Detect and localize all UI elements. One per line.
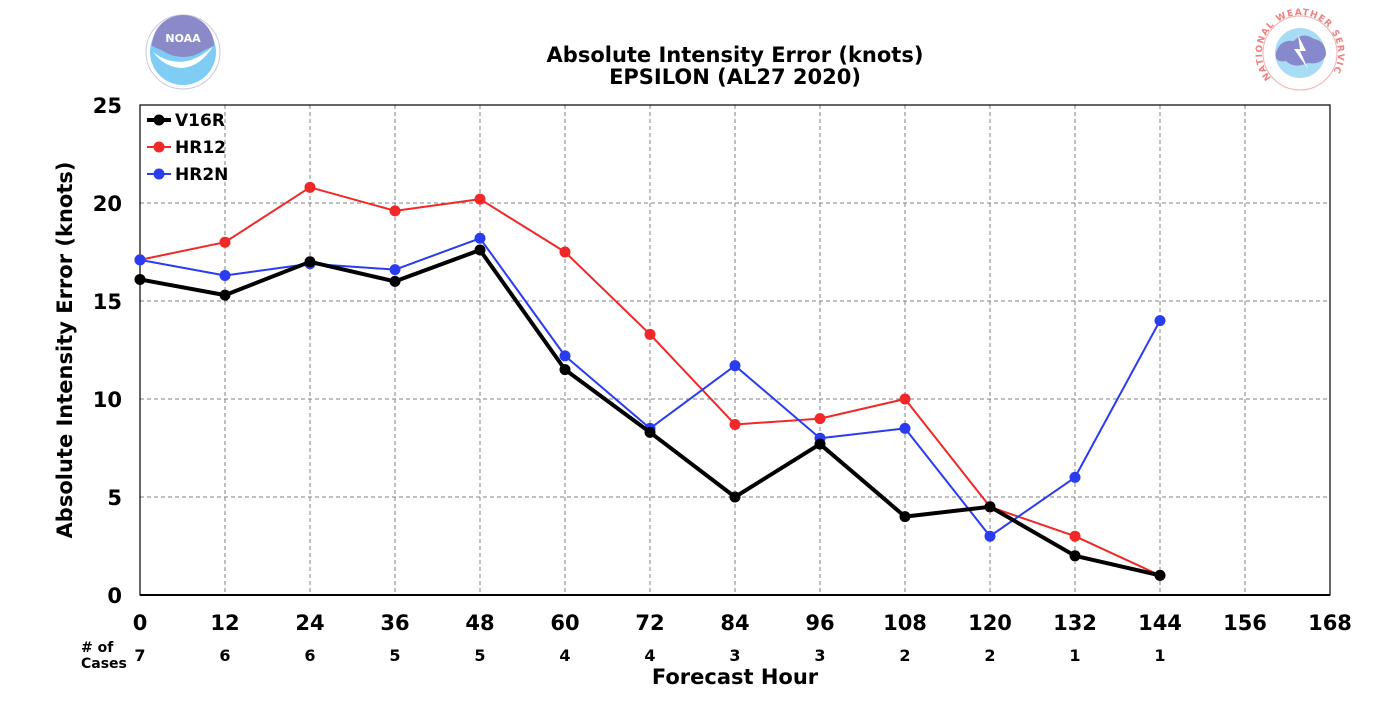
data-point	[729, 491, 741, 503]
legend-swatch-marker	[153, 168, 165, 180]
cases-count: 2	[899, 646, 910, 665]
x-tick-label: 12	[210, 611, 239, 635]
data-point	[559, 364, 571, 376]
series-v16r	[134, 244, 1166, 581]
cases-count: 7	[134, 646, 145, 665]
data-point	[134, 273, 146, 285]
x-axis-ticks: 0 12 24 36 48 60 72 84 96 108 120 132 144 156 168	[133, 611, 1352, 635]
x-tick-label: 0	[133, 611, 148, 635]
cases-count: 3	[729, 646, 740, 665]
data-point	[729, 360, 741, 372]
data-point	[304, 181, 316, 193]
legend-item-hr12: HR12	[147, 138, 226, 158]
x-tick-label: 36	[380, 611, 409, 635]
y-tick-label: 10	[93, 388, 122, 412]
x-axis-label: Forecast Hour	[652, 665, 819, 689]
noaa-logo: NOAA	[145, 14, 221, 90]
data-point	[899, 511, 911, 523]
legend: V16R HR12 HR2N	[147, 111, 228, 185]
data-point	[1069, 530, 1081, 542]
y-axis-label: Absolute Intensity Error (knots)	[53, 162, 77, 539]
cases-count: 6	[304, 646, 315, 665]
x-tick-label: 96	[805, 611, 834, 635]
chart-subtitle: EPSILON (AL27 2020)	[609, 65, 861, 89]
cases-count: 4	[559, 646, 570, 665]
cases-count: 1	[1154, 646, 1165, 665]
y-tick-label: 25	[93, 94, 122, 118]
legend-swatch-marker	[153, 141, 165, 153]
chart-title: Absolute Intensity Error (knots)	[547, 43, 924, 67]
data-point	[814, 413, 826, 425]
cases-count: 1	[1069, 646, 1080, 665]
cases-row: 7 6 6 5 5 4 4 3 3 2 2 1 1	[134, 646, 1165, 665]
data-point	[899, 393, 911, 405]
data-point	[389, 275, 401, 287]
data-point	[1069, 550, 1081, 562]
grid-lines	[140, 105, 1330, 596]
data-point	[899, 422, 911, 434]
data-point	[219, 236, 231, 248]
data-point	[304, 256, 316, 268]
cases-header-line2: Cases	[81, 656, 127, 672]
cases-header-line1: # of	[81, 640, 114, 656]
data-point	[559, 246, 571, 258]
x-tick-label: 24	[295, 611, 324, 635]
noaa-logo-text: NOAA	[165, 32, 201, 45]
data-point	[984, 501, 996, 513]
x-tick-label: 108	[883, 611, 927, 635]
data-point	[474, 244, 486, 256]
x-tick-label: 60	[550, 611, 579, 635]
y-tick-label: 5	[107, 486, 122, 510]
x-tick-label: 48	[465, 611, 494, 635]
data-point	[644, 426, 656, 438]
y-tick-label: 15	[93, 290, 122, 314]
x-tick-label: 84	[720, 611, 749, 635]
data-point	[1154, 315, 1166, 327]
x-tick-label: 120	[968, 611, 1012, 635]
legend-swatch-marker	[153, 114, 165, 126]
data-point	[984, 530, 996, 542]
data-point	[729, 418, 741, 430]
plot-frame	[139, 104, 1331, 596]
y-tick-label: 0	[107, 584, 122, 608]
cases-count: 5	[389, 646, 400, 665]
series-lines	[134, 181, 1166, 581]
x-tick-label: 72	[635, 611, 664, 635]
cases-count: 4	[644, 646, 655, 665]
cases-count: 5	[474, 646, 485, 665]
data-point	[1069, 471, 1081, 483]
nws-logo: NATIONAL WEATHER SERVICE	[1255, 8, 1344, 91]
x-tick-label: 168	[1308, 611, 1352, 635]
legend-item-hr2n: HR2N	[147, 165, 228, 185]
cases-count: 6	[219, 646, 230, 665]
data-point	[559, 350, 571, 362]
data-point	[644, 328, 656, 340]
cases-count: 2	[984, 646, 995, 665]
x-tick-label: 132	[1053, 611, 1097, 635]
data-point	[219, 270, 231, 282]
legend-label: HR12	[175, 138, 226, 158]
data-point	[1154, 569, 1166, 581]
data-point	[474, 193, 486, 205]
y-tick-label: 20	[93, 192, 122, 216]
y-axis-ticks: 0 5 10 15 20 25	[93, 94, 122, 608]
legend-item-v16r: V16R	[147, 111, 225, 131]
data-point	[474, 232, 486, 244]
data-point	[219, 289, 231, 301]
data-point	[134, 254, 146, 266]
data-point	[389, 264, 401, 276]
x-tick-label: 156	[1223, 611, 1267, 635]
x-tick-label: 144	[1138, 611, 1182, 635]
legend-label: HR2N	[175, 165, 228, 185]
data-point	[814, 438, 826, 450]
legend-label: V16R	[175, 111, 225, 131]
data-point	[389, 205, 401, 217]
cases-count: 3	[814, 646, 825, 665]
